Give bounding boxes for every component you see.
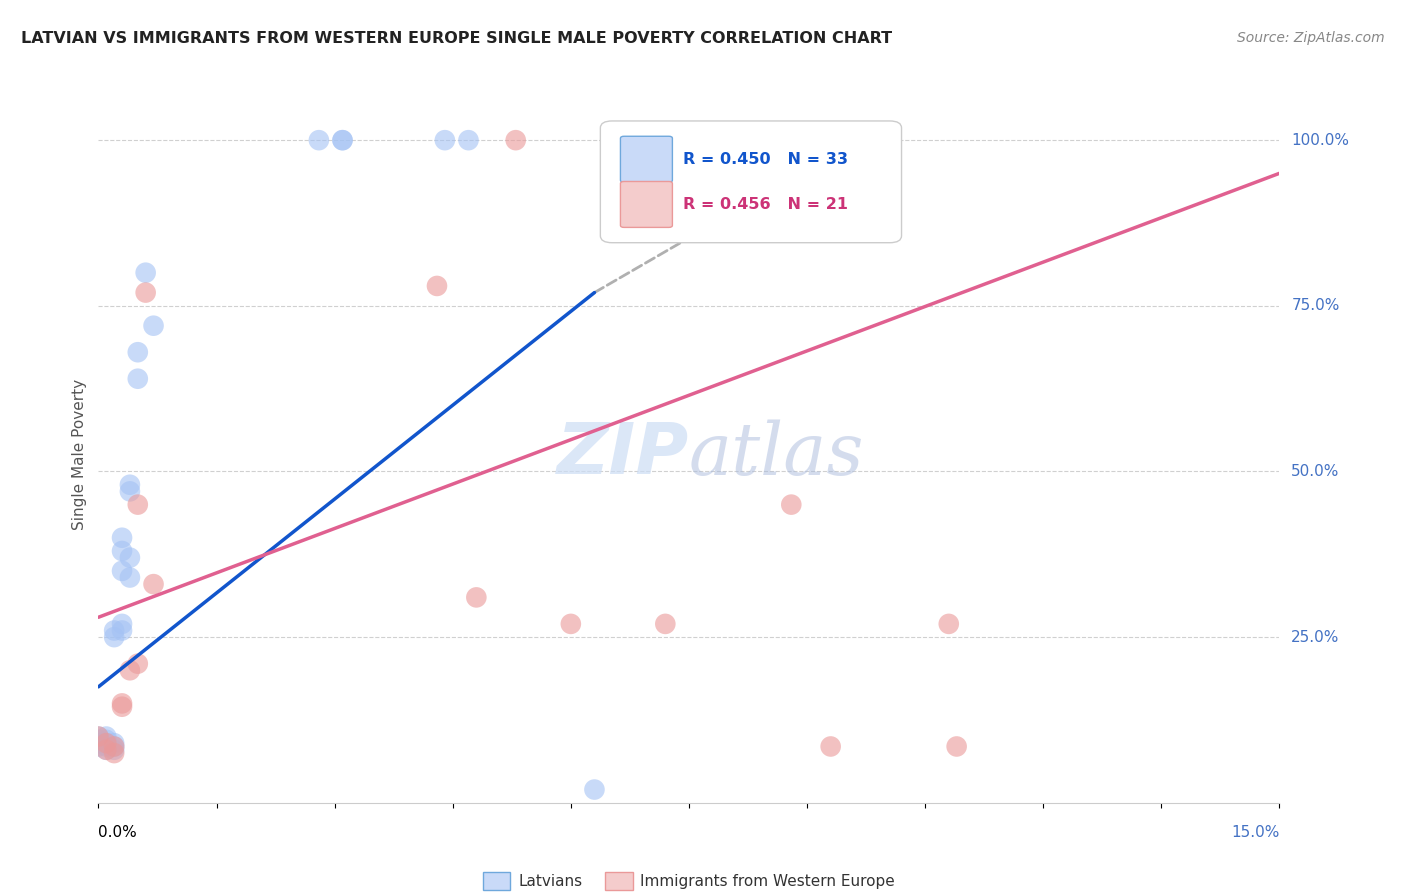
Point (96, 732, 118, 747)
Point (111, 544, 134, 558)
Point (457, 133, 479, 147)
Point (96, 736, 118, 750)
Text: 15.0%: 15.0% (1232, 825, 1279, 840)
Point (118, 663, 141, 677)
Point (87, 732, 110, 747)
Point (127, 657, 149, 671)
Point (111, 564, 134, 578)
Point (820, 739, 842, 754)
Text: Source: ZipAtlas.com: Source: ZipAtlas.com (1237, 31, 1385, 45)
Point (938, 616, 960, 631)
Point (96, 730, 118, 744)
Point (135, 285, 157, 300)
Point (945, 739, 967, 754)
Text: 0.0%: 0.0% (98, 825, 138, 840)
Text: atlas: atlas (689, 419, 865, 491)
Point (96, 736, 118, 750)
Point (96, 743, 118, 757)
Point (308, 133, 330, 147)
Text: R = 0.450   N = 33: R = 0.450 N = 33 (683, 152, 848, 167)
Point (583, 782, 606, 797)
Text: 50.0%: 50.0% (1291, 464, 1340, 479)
Point (142, 318, 165, 333)
Point (505, 133, 527, 147)
Point (118, 484, 141, 499)
Point (111, 531, 134, 545)
Point (87, 736, 110, 750)
Point (426, 279, 449, 293)
Point (103, 739, 125, 754)
Point (433, 133, 456, 147)
Point (87, 730, 110, 744)
Point (332, 133, 354, 147)
Text: 75.0%: 75.0% (1291, 298, 1340, 313)
Point (111, 699, 134, 714)
Legend: Latvians, Immigrants from Western Europe: Latvians, Immigrants from Western Europe (477, 866, 901, 892)
Point (103, 630, 125, 644)
Text: R = 0.456   N = 21: R = 0.456 N = 21 (683, 197, 848, 212)
Point (127, 498, 149, 512)
Point (465, 591, 488, 605)
Point (118, 477, 141, 491)
Point (103, 739, 125, 754)
Text: LATVIAN VS IMMIGRANTS FROM WESTERN EUROPE SINGLE MALE POVERTY CORRELATION CHART: LATVIAN VS IMMIGRANTS FROM WESTERN EUROP… (21, 31, 893, 46)
Point (135, 266, 157, 280)
FancyBboxPatch shape (620, 136, 672, 182)
FancyBboxPatch shape (620, 181, 672, 227)
Point (780, 498, 803, 512)
Point (103, 624, 125, 638)
Point (332, 133, 354, 147)
Point (127, 372, 149, 386)
Text: 100.0%: 100.0% (1291, 133, 1350, 148)
Text: ZIP: ZIP (557, 420, 689, 490)
Y-axis label: Single Male Poverty: Single Male Poverty (72, 379, 87, 531)
Point (87, 730, 110, 744)
Point (96, 743, 118, 757)
Point (118, 550, 141, 565)
FancyBboxPatch shape (600, 121, 901, 243)
Point (127, 345, 149, 359)
Point (111, 616, 134, 631)
Point (654, 616, 676, 631)
Point (103, 746, 125, 760)
Point (103, 743, 125, 757)
Point (142, 577, 165, 591)
Point (96, 739, 118, 754)
Point (87, 739, 110, 754)
Point (111, 624, 134, 638)
Point (118, 570, 141, 584)
Point (111, 697, 134, 711)
Text: 25.0%: 25.0% (1291, 630, 1340, 645)
Point (560, 616, 582, 631)
Point (103, 736, 125, 750)
